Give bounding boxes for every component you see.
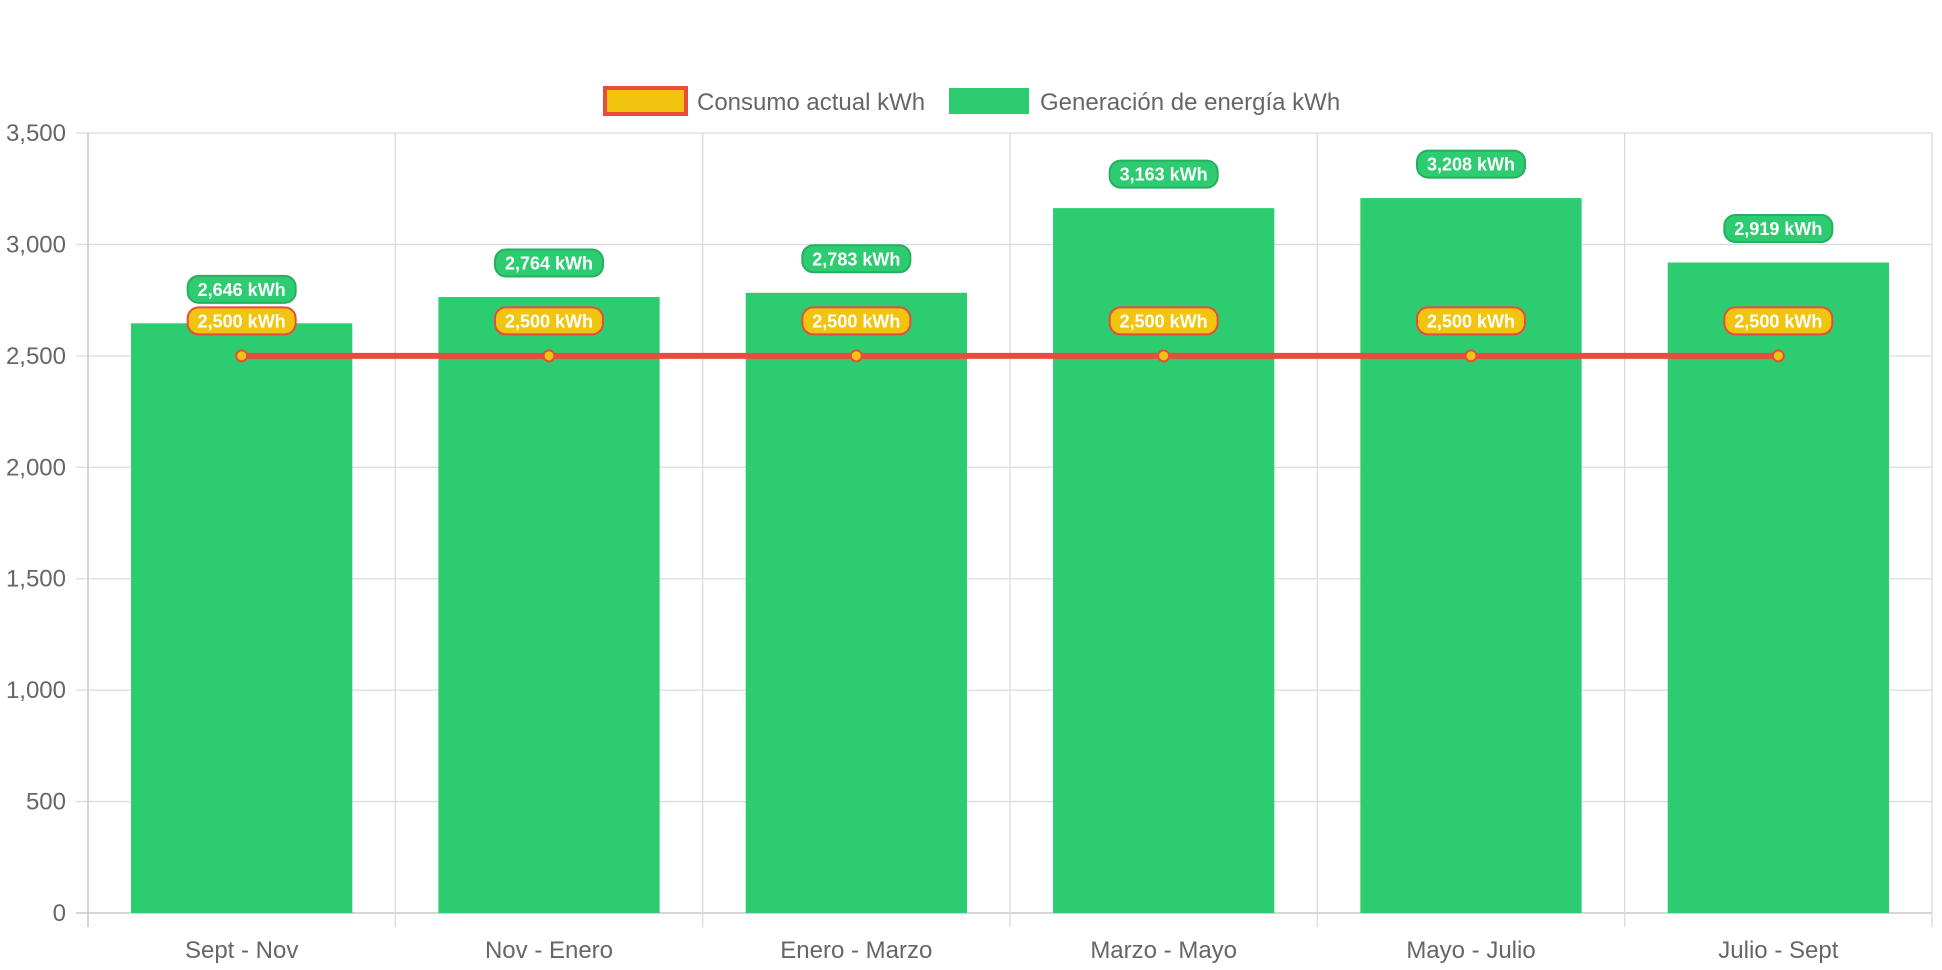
x-tick-label: Marzo - Mayo	[1090, 937, 1237, 964]
bar[interactable]	[131, 323, 353, 913]
bar-data-label-box	[1108, 159, 1219, 189]
y-tick-label: 1,500	[6, 566, 66, 593]
legend-swatch-consumo[interactable]	[603, 86, 688, 116]
line-data-label: 2,500 kWh	[505, 311, 593, 331]
legend-swatch-generacion[interactable]	[949, 88, 1029, 114]
y-tick-label: 3,500	[6, 120, 66, 147]
y-tick-label: 0	[53, 900, 66, 927]
bar[interactable]	[1667, 262, 1889, 914]
bar[interactable]	[438, 297, 660, 914]
legend-label-consumo[interactable]: Consumo actual kWh	[697, 89, 925, 116]
bar[interactable]	[745, 292, 967, 913]
line-data-label-box	[1723, 306, 1834, 336]
bar-data-label: 3,163 kWh	[1120, 165, 1208, 185]
line-data-label: 2,500 kWh	[812, 311, 900, 331]
line-data-label-box	[186, 306, 297, 336]
x-tick-label: Nov - Enero	[485, 937, 613, 964]
line-data-label-box	[1416, 306, 1526, 336]
line-data-label: 2,500 kWh	[1734, 311, 1822, 331]
bar-data-label-box	[1416, 149, 1526, 179]
line-point[interactable]	[1771, 349, 1785, 363]
line-point[interactable]	[1157, 349, 1171, 363]
y-tick-label: 2,000	[6, 454, 66, 481]
bar-data-label: 2,783 kWh	[812, 249, 900, 269]
bar-data-label: 2,764 kWh	[505, 254, 593, 274]
bar-data-label-box	[494, 248, 604, 278]
line-data-label: 2,500 kWh	[1427, 311, 1515, 331]
line-point[interactable]	[542, 349, 556, 363]
y-tick-label: 500	[26, 789, 66, 816]
y-tick-label: 2,500	[6, 343, 66, 370]
line-point[interactable]	[235, 349, 249, 363]
x-tick-label: Mayo - Julio	[1406, 937, 1535, 964]
bar-data-label-box	[186, 274, 297, 304]
bar-data-label: 2,646 kWh	[198, 280, 286, 300]
y-tick-label: 3,000	[6, 231, 66, 258]
bar[interactable]	[1360, 198, 1582, 913]
bar-data-label-box	[801, 244, 912, 274]
line-data-label-box	[801, 306, 912, 336]
legend-label-generacion[interactable]: Generación de energía kWh	[1040, 89, 1340, 116]
x-tick-label: Julio - Sept	[1718, 937, 1838, 964]
line-data-label: 2,500 kWh	[1120, 311, 1208, 331]
line-point[interactable]	[1464, 349, 1478, 363]
x-tick-label: Sept - Nov	[185, 937, 298, 964]
y-tick-label: 1,000	[6, 677, 66, 704]
x-tick-label: Enero - Marzo	[780, 937, 932, 964]
bar-data-label: 2,919 kWh	[1734, 219, 1822, 239]
line-data-label: 2,500 kWh	[198, 311, 286, 331]
line-data-label-box	[1108, 306, 1219, 336]
line-data-label-box	[494, 306, 604, 336]
line-point[interactable]	[849, 349, 863, 363]
bar-data-label-box	[1723, 213, 1834, 243]
bar-data-label: 3,208 kWh	[1427, 155, 1515, 175]
